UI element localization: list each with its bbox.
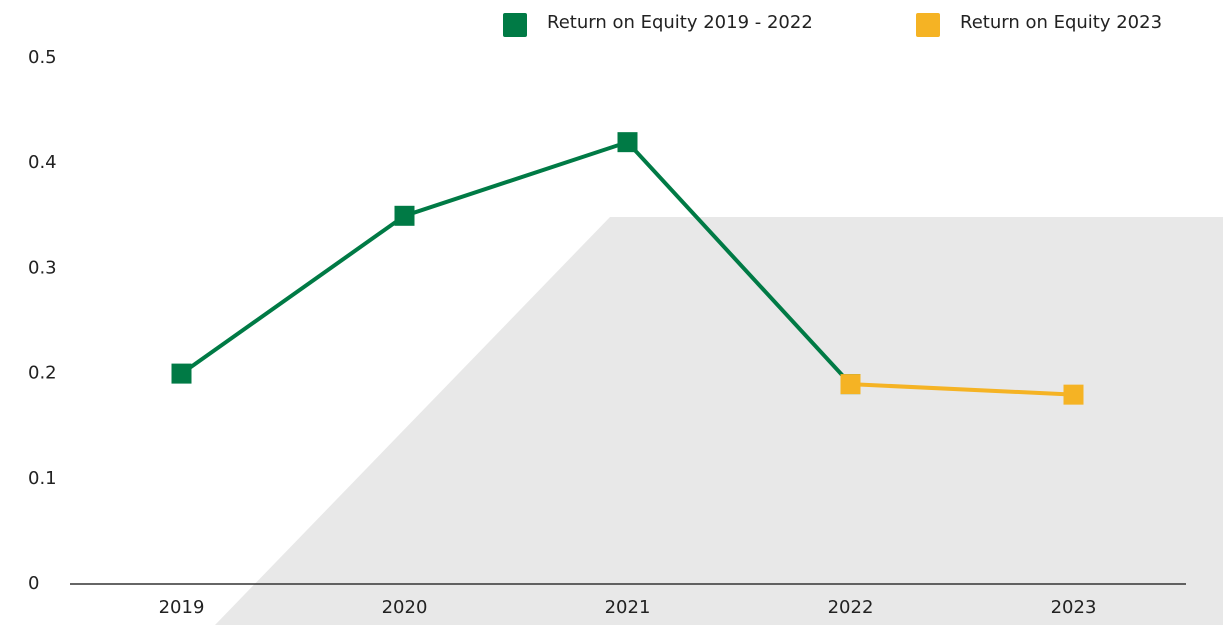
y-tick-label: 0.5 — [28, 47, 57, 68]
y-tick-label: 0 — [28, 573, 39, 594]
legend-swatch — [916, 13, 940, 37]
y-tick-label: 0.3 — [28, 257, 57, 278]
point-marker — [1063, 384, 1084, 405]
x-tick-label: 2021 — [605, 597, 651, 618]
legend-label: Return on Equity 2019 - 2022 — [547, 12, 813, 33]
y-tick-label: 0.1 — [28, 468, 57, 489]
background-shape — [215, 217, 1223, 625]
legend-swatch — [503, 13, 527, 37]
point-marker — [394, 205, 415, 226]
x-tick-label: 2019 — [159, 597, 205, 618]
y-tick-label: 0.4 — [28, 152, 57, 173]
series-line — [850, 382, 1074, 397]
x-tick-label: 2023 — [1051, 597, 1097, 618]
point-marker — [617, 132, 638, 153]
series-line — [180, 139, 852, 386]
y-tick-label: 0.2 — [28, 363, 57, 384]
x-tick-label: 2022 — [828, 597, 874, 618]
point-marker — [840, 374, 861, 395]
legend-label: Return on Equity 2023 — [960, 12, 1162, 33]
x-tick-label: 2020 — [382, 597, 428, 618]
point-marker — [171, 363, 192, 384]
